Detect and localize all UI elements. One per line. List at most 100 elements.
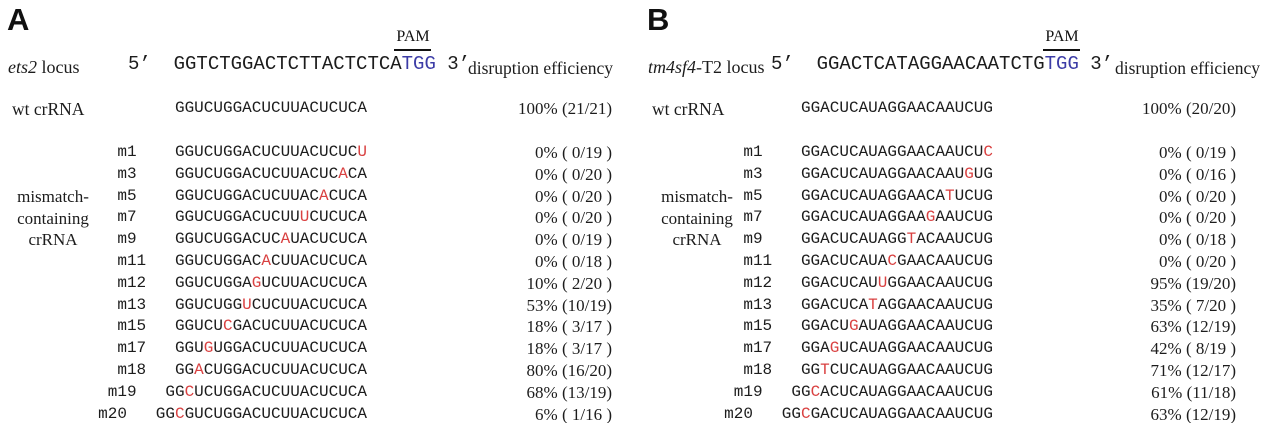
locus-label: ets2 locus (8, 57, 80, 78)
panel-b: B tm4sf4-T2 locus PAM 5’ GGACTCATAGGAACAA… (640, 0, 1280, 423)
genomic-sequence-line: 5’ GGACTCATAGGAACAATCTGTGG 3’ (771, 53, 1113, 75)
sequence-before-mismatch: GGUCUGGA (174, 274, 252, 292)
mismatch-nucleotide: A (194, 361, 204, 379)
crRNA-row-label: m7 (117, 208, 175, 226)
crRNA-row-label: m3 (117, 165, 175, 183)
disruption-efficiency-value: 0% ( 0/20 ) (535, 208, 612, 227)
crRNA-row-label: m17 (743, 339, 801, 357)
mismatch-crRNA-row: m15 GGUCUCGACUCUUACUCUCA (0, 317, 367, 336)
sequence-before-mismatch: GG (791, 383, 811, 401)
sequence-before-mismatch: GGUCUGGAC (174, 252, 262, 270)
mismatch-group-label: mismatch- containing crRNA (4, 186, 102, 251)
sequence-after-mismatch: CUCUCA (309, 208, 367, 226)
mismatch-nucleotide: T (820, 361, 830, 379)
sequence-before-mismatch: GGACUCAUAGGAACAAUCU (800, 143, 984, 161)
sequence-before-mismatch: GGUCUGGACUCUUACUC (174, 165, 339, 183)
disruption-efficiency-value: 0% ( 0/20 ) (535, 165, 612, 184)
disruption-efficiency-value: 0% ( 0/20 ) (1159, 252, 1236, 271)
sequence-before-mismatch: GGACUCAUAGG (800, 230, 907, 248)
disruption-efficiency-value: 71% (12/17) (1150, 361, 1236, 380)
mismatch-crRNA-row: m17 GGAGUCAUAGGAACAAUCUG (640, 339, 993, 358)
mismatch-crRNA-row: m7 GGACUCAUAGGAAGAAUCUG (640, 208, 993, 227)
crRNA-row-label: m15 (743, 317, 801, 335)
wt-crRNA-sequence: GGUCUGGACUCUUACUCUCA (174, 99, 367, 117)
protospacer-sequence: GGTCTGGACTCTTACTCTCA (173, 53, 402, 75)
mismatch-crRNA-row: m11 GGACUCAUACGAACAAUCUG (640, 252, 993, 271)
sequence-before-mismatch: GGUCUGGACUCUUACUCUC (174, 143, 358, 161)
mismatch-crRNA-row: m7 GGUCUGGACUCUUUCUCUCA (0, 208, 367, 227)
disruption-efficiency-value: 0% ( 0/18 ) (535, 252, 612, 271)
sequence-after-mismatch: GUCUGGACUCUUACUCUCA (184, 405, 367, 423)
sequence-before-mismatch: GGUCUGGACUC (174, 230, 281, 248)
mismatch-crRNA-row: m13 GGACUCATAGGAACAAUCUG (640, 296, 993, 315)
pam-overline (1043, 49, 1080, 51)
disruption-efficiency-value: 0% ( 0/16 ) (1159, 165, 1236, 184)
mismatch-nucleotide: T (944, 187, 955, 205)
panel-b-letter: B (647, 2, 670, 37)
sequence-before-mismatch: GGUCUGG (174, 296, 243, 314)
crRNA-row-label: m3 (743, 165, 801, 183)
mismatch-nucleotide: U (357, 143, 367, 161)
disruption-efficiency-value: 18% ( 3/17 ) (526, 339, 612, 358)
disruption-efficiency-value: 6% ( 1/16 ) (535, 405, 612, 423)
disruption-efficiency-value: 95% (19/20) (1150, 274, 1236, 293)
disruption-efficiency-value: 35% ( 7/20 ) (1150, 296, 1236, 315)
sequence-before-mismatch: GGA (800, 339, 830, 357)
sequence-before-mismatch: GGUCU (174, 317, 223, 335)
sequence-after-mismatch: UCAUAGGAACAAUCUG (839, 339, 993, 357)
crRNA-row-label: m15 (117, 317, 175, 335)
mismatch-crRNA-row: m17 GGUGUGGACUCUUACUCUCA (0, 339, 367, 358)
mismatch-nucleotide: T (868, 296, 878, 314)
mismatch-crRNA-row: m20 GGCGUCUGGACUCUUACUCUCA (0, 405, 367, 423)
mismatch-nucleotide: G (251, 274, 262, 292)
panel-a: A ets2 locus PAM 5’ GGTCTGGACTCTTACTCTCAT… (0, 2, 613, 423)
wt-disruption-efficiency: 100% (21/21) (518, 99, 612, 118)
disruption-efficiency-header: disruption efficiency (1115, 58, 1260, 78)
disruption-efficiency-value: 18% ( 3/17 ) (526, 317, 612, 336)
disruption-efficiency-value: 53% (10/19) (526, 296, 612, 315)
sequence-after-mismatch: UGGACUCUUACUCUCA (213, 339, 367, 357)
sequence-after-mismatch: UACUCUCA (290, 230, 367, 248)
sequence-before-mismatch: GGACUCAUA (800, 252, 888, 270)
crRNA-row-label: m20 (724, 405, 782, 423)
mismatch-crRNA-row: m1 GGUCUGGACUCUUACUCUCU (0, 143, 367, 162)
sequence-before-mismatch: GGUCUGGACUCUUAC (174, 187, 319, 205)
crRNA-row-label: m17 (117, 339, 175, 357)
crRNA-row-label: m9 (743, 230, 801, 248)
protospacer-sequence: GGACTCATAGGAACAATCTG (816, 53, 1045, 75)
crRNA-row-label: m19 (733, 383, 792, 401)
wt-crRNA-label: wt crRNA (652, 99, 725, 119)
sequence-after-mismatch: AAUCUG (935, 208, 993, 226)
pam-sequence: TGG (1044, 53, 1079, 75)
sequence-after-mismatch: AUAGGAACAAUCUG (858, 317, 993, 335)
panel-a-letter: A (7, 2, 30, 37)
sequence-after-mismatch: UCUUACUCUCA (261, 274, 367, 292)
sequence-before-mismatch: GG (165, 383, 185, 401)
mismatch-nucleotide: U (242, 296, 252, 314)
pam-label: PAM (396, 28, 430, 45)
mismatch-nucleotide: C (222, 317, 233, 335)
crRNA-row-label: m18 (743, 361, 801, 379)
mismatch-nucleotide: U (877, 274, 888, 292)
crRNA-row-label: m12 (743, 274, 801, 292)
group-label-line1: mismatch- (661, 187, 733, 206)
pam-sequence: TGG (401, 53, 436, 75)
sequence-after-mismatch: AGGAACAAUCUG (877, 296, 993, 314)
sequence-before-mismatch: GGU (174, 339, 204, 357)
disruption-efficiency-value: 0% ( 0/19 ) (535, 143, 612, 162)
disruption-efficiency-value: 0% ( 0/20 ) (1159, 187, 1236, 206)
sequence-after-mismatch: CUUACUCUCA (270, 252, 367, 270)
sequence-after-mismatch: UCUG (954, 187, 993, 205)
five-prime-label: 5’ (128, 53, 151, 75)
mismatch-crRNA-row: m3 GGACUCAUAGGAACAAUGUG (640, 165, 993, 184)
mismatch-nucleotide: A (338, 165, 348, 183)
crRNA-row-label: m18 (117, 361, 175, 379)
mismatch-nucleotide: A (280, 230, 291, 248)
mismatch-crRNA-row: m18 GGTCUCAUAGGAACAAUCUG (640, 361, 993, 380)
sequence-after-mismatch: ACAAUCUG (916, 230, 993, 248)
mismatch-crRNA-row: m18 GGACUGGACUCUUACUCUCA (0, 361, 367, 380)
disruption-efficiency-value: 80% (16/20) (526, 361, 612, 380)
sequence-before-mismatch: GGUCUGGACUCUU (174, 208, 300, 226)
disruption-efficiency-value: 0% ( 0/20 ) (535, 187, 612, 206)
disruption-efficiency-value: 61% (11/18) (1151, 383, 1236, 402)
